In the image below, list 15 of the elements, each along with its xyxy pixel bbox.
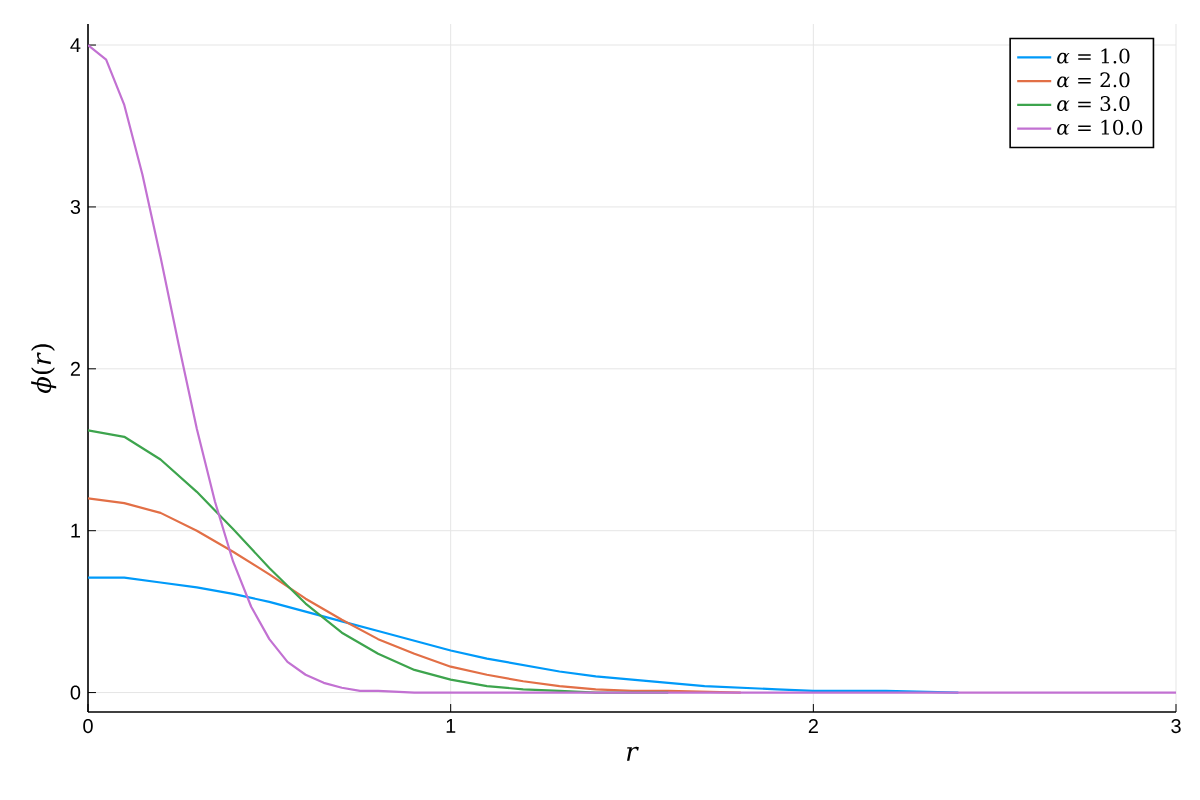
y-tick-label: 4: [70, 38, 81, 52]
x-axis-title: r: [626, 746, 639, 761]
x-tick-label: 1: [446, 719, 456, 733]
y-tick-label: 3: [70, 199, 81, 214]
legend-label: α = 2.0: [1057, 72, 1130, 88]
y-tick-label: 2: [70, 361, 80, 376]
x-tick-label: 3: [1171, 719, 1181, 734]
x-tick-label: 2: [808, 719, 818, 733]
y-axis-title: ϕ(r): [31, 344, 57, 394]
legend-label: α = 1.0: [1057, 48, 1130, 64]
x-tick-label: 0: [83, 719, 93, 734]
legend-label: α = 3.0: [1057, 96, 1130, 112]
y-tick-label: 1: [71, 523, 80, 538]
legend-label: α = 10.0: [1057, 119, 1143, 135]
y-tick-label: 0: [70, 685, 81, 700]
